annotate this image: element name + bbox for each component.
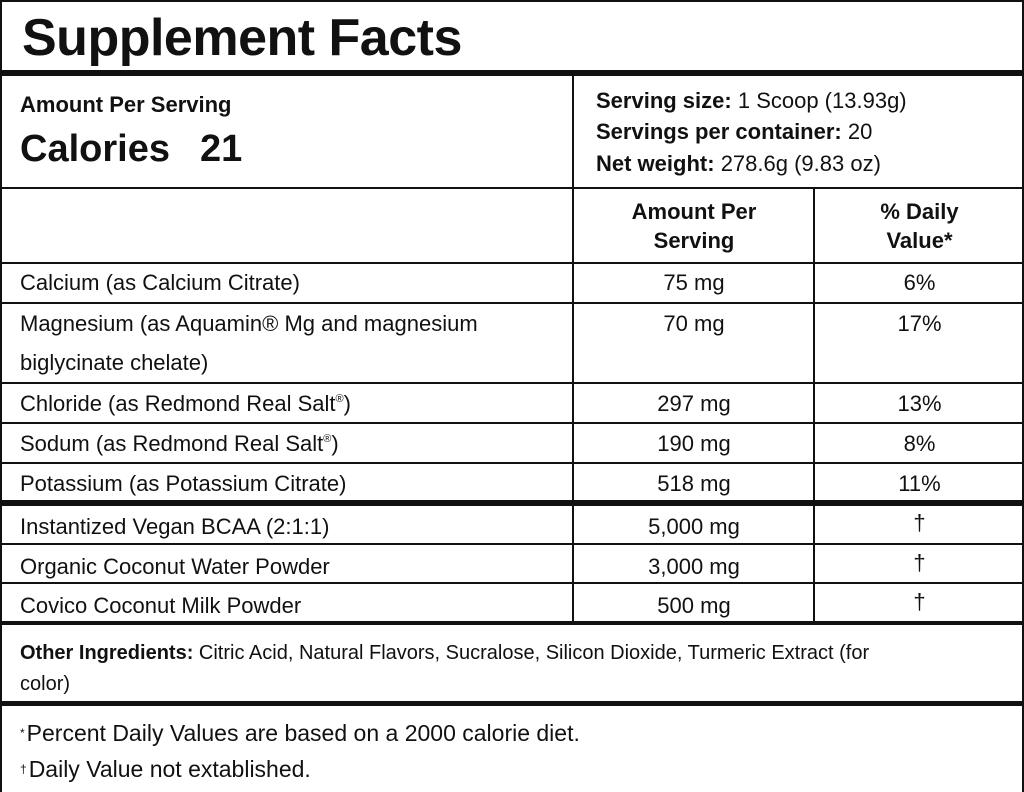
footnote-asterisk: * [20,726,25,740]
blend-amount-bcaa: 5,000 mg [648,514,740,539]
blend-amount-coconut-water: 3,000 mg [648,554,740,579]
title-bar: Supplement Facts [0,0,1024,74]
net-weight-value: 278.6g (9.83 oz) [720,151,881,176]
registered-mark: ® [335,393,344,405]
nutrient-name-chloride-end: ) [343,391,351,416]
calories-value: 21 [199,128,243,170]
net-weight: Net weight: 278.6g (9.83 oz) [596,151,881,177]
registered-mark: ® [323,433,332,445]
serving-size-value: 1 Scoop (13.93g) [737,88,907,113]
divider-row [0,382,1024,384]
divider-row [0,543,1024,545]
divider-row [0,582,1024,584]
nutrient-dv-magnesium: 17% [897,311,942,336]
nutrient-dv-calcium: 6% [903,270,936,295]
nutrient-dv-chloride: 13% [897,391,942,416]
servings-per-container: Servings per container: 20 [596,119,872,145]
other-ingredients-text: Citric Acid, Natural Flavors, Sucralose,… [20,642,870,695]
nutrient-name-chloride-text: Chloride (as Redmond Real Salt [20,391,336,416]
footnote-daily-values: *Percent Daily Values are based on a 200… [20,720,580,747]
footnote-not-established-text: Daily Value not extablished. [28,756,311,782]
nutrient-dv-sodium: 8% [903,431,936,456]
divider-footnotes [0,701,1024,706]
nutrient-name-magnesium-line2: biglycinate chelate) [20,350,209,375]
blend-dv-bcaa: † [913,510,926,535]
label-title: Supplement Facts [22,9,462,67]
divider-vertical-amount [572,187,574,623]
nutrient-dv-potassium: 11% [898,471,941,496]
footnote-dagger: † [20,762,27,776]
nutrient-name-magnesium-line1: Magnesium (as Aquamin® Mg and magnesium [20,311,478,336]
footnote-daily-values-text: Percent Daily Values are based on a 2000… [26,720,580,746]
column-header-daily-value: % Daily Value* [815,197,1024,255]
column-header-dv-line2: Value* [886,228,953,253]
nutrient-amount-chloride: 297 mg [657,391,731,416]
column-header-amount-line2: Serving [653,228,735,253]
blend-amount-coconut-milk: 500 mg [657,593,731,618]
blend-name-coconut-water: Organic Coconut Water Powder [20,554,330,579]
blend-dv-coconut-water: † [913,550,926,575]
divider-row [0,422,1024,424]
servings-per-container-label: Servings per container: [596,119,842,144]
nutrient-amount-sodium: 190 mg [657,431,731,456]
nutrient-name-chloride: Chloride (as Redmond Real Salt®) [20,391,351,417]
divider-title [0,70,1024,76]
divider-other [0,621,1024,625]
calories-label: Calories [20,128,170,170]
divider-header [0,187,1024,189]
column-header-amount: Amount Per Serving [575,197,813,255]
column-header-dv-line1: % Daily [880,199,959,224]
blend-name-bcaa: Instantized Vegan BCAA (2:1:1) [20,514,330,539]
other-ingredients: Other Ingredients: Citric Acid, Natural … [20,638,920,700]
other-ingredients-label: Other Ingredients: [20,642,194,664]
net-weight-label: Net weight: [596,151,715,176]
divider-vertical-top [572,76,574,188]
serving-size: Serving size: 1 Scoop (13.93g) [596,88,907,114]
calories-line: Calories 21 [20,128,242,171]
blend-name-coconut-milk: Covico Coconut Milk Powder [20,593,302,618]
divider-row [0,262,1024,264]
amount-per-serving-heading: Amount Per Serving [20,92,232,117]
nutrient-amount-potassium: 518 mg [657,471,731,496]
nutrient-amount-magnesium: 70 mg [663,311,725,336]
divider-row [0,462,1024,464]
nutrient-amount-calcium: 75 mg [663,270,725,295]
footnote-not-established: †Daily Value not extablished. [20,756,311,783]
divider-blend [0,500,1024,506]
nutrient-name-sodium: Sodum (as Redmond Real Salt®) [20,431,339,457]
serving-size-label: Serving size: [596,88,732,113]
outer-border-right [1022,0,1024,792]
nutrient-name-calcium: Calcium (as Calcium Citrate) [20,270,300,295]
nutrient-name-sodium-end: ) [331,431,339,456]
nutrient-name-sodium-text: Sodum (as Redmond Real Salt [20,431,324,456]
nutrient-name-potassium: Potassium (as Potassium Citrate) [20,471,347,496]
divider-row [0,302,1024,304]
blend-dv-coconut-milk: † [913,589,926,614]
outer-border-left [0,0,2,792]
column-header-amount-line1: Amount Per [631,199,757,224]
divider-vertical-dv [813,187,815,623]
servings-per-container-value: 20 [847,119,873,144]
